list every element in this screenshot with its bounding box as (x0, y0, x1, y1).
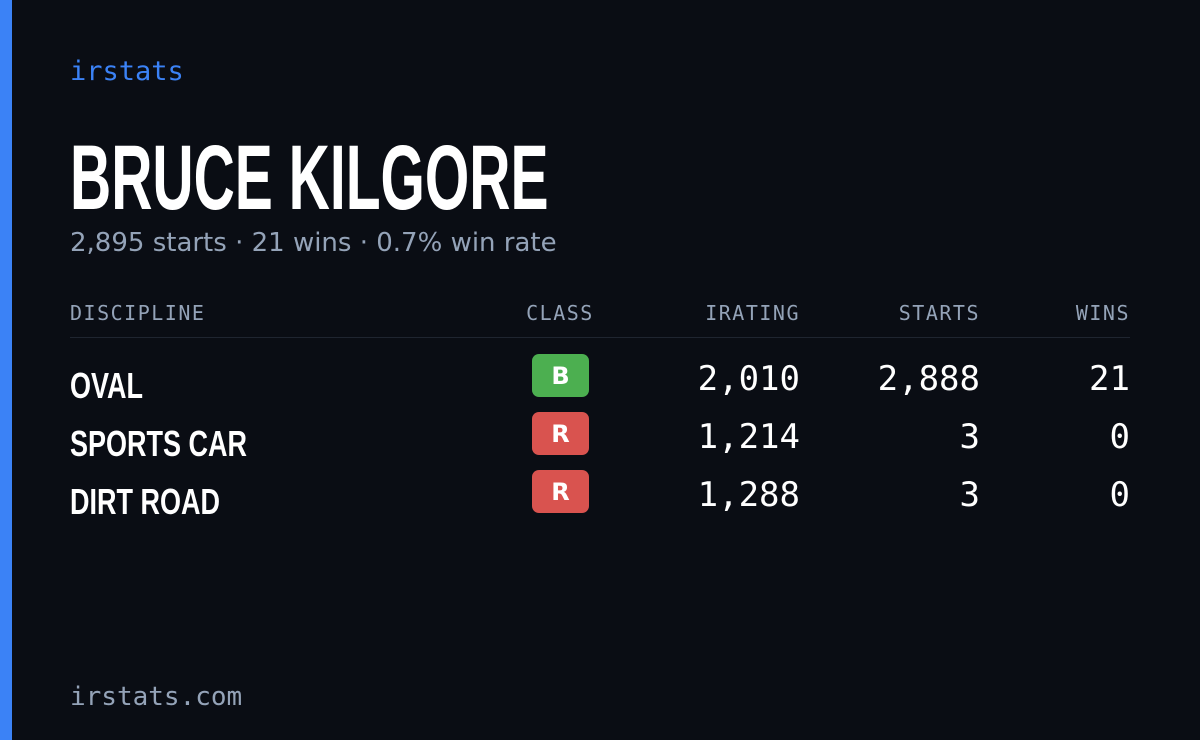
column-header: CLASS (526, 301, 594, 325)
starts: 2,888 (877, 359, 980, 399)
discipline: OVAL (70, 365, 144, 406)
column-header: WINS (1075, 301, 1130, 325)
irating: 2,010 (697, 359, 800, 399)
column-header: STARTS (898, 301, 980, 325)
accent-bar (0, 0, 12, 740)
column-header: DISCIPLINE (70, 301, 206, 325)
irating: 1,288 (697, 475, 800, 515)
irating: 1,214 (697, 417, 800, 457)
driver-name: BRUCE KILGORE (70, 127, 549, 229)
brand: irstats (70, 56, 184, 87)
wins: 21 (1089, 359, 1130, 399)
class-badge: R (532, 412, 589, 455)
class-badge: R (532, 470, 589, 513)
wins: 0 (1109, 475, 1130, 515)
discipline: DIRT ROAD (70, 481, 220, 522)
header-rule (70, 337, 1130, 338)
driver-summary: 2,895 starts · 21 wins · 0.7% win rate (70, 228, 557, 258)
class-badge: B (532, 354, 589, 397)
discipline: SPORTS CAR (70, 423, 248, 464)
column-header: IRATING (705, 301, 800, 325)
starts: 3 (959, 475, 980, 515)
wins: 0 (1109, 417, 1130, 457)
footer: irstats.com (70, 682, 243, 712)
starts: 3 (959, 417, 980, 457)
